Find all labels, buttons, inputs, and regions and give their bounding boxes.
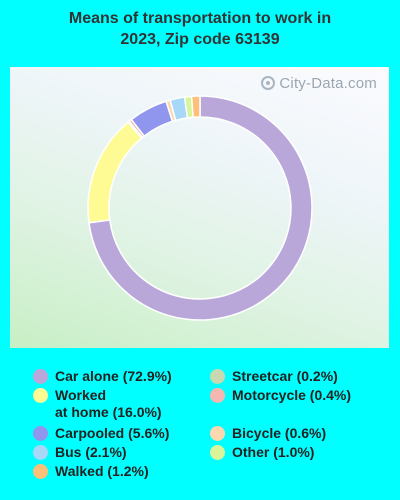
donut-slice-car-alone [88,95,313,321]
legend-label: Bicycle (0.6%) [232,425,326,442]
legend-label-line1: Bicycle (0.6%) [232,425,327,441]
legend-label-line1: Carpooled (5.6%) [55,425,170,441]
legend-label-line1: Streetcar (0.2%) [232,368,338,384]
legend-label: Bus (2.1%) [55,444,127,461]
legend-label: Walked (1.2%) [55,463,149,480]
legend-label-line1: Walked (1.2%) [55,463,149,479]
legend-swatch [210,369,225,384]
chart-title-line2: 2023, Zip code 63139 [120,31,280,48]
watermark-text: City-Data.com [279,75,377,92]
legend-label: Carpooled (5.6%) [55,425,169,442]
legend-label-line1: Bus (2.1%) [55,444,127,460]
watermark: City-Data.com [261,75,377,92]
magnifier-icon [261,76,276,90]
legend-swatch [210,426,225,441]
donut-slice-worked-at-home [87,121,143,224]
donut-slice-walked [190,95,201,119]
legend: Car alone (72.9%) Worked at home (16.0%) Ca… [0,362,400,492]
legend-swatch [210,445,225,460]
chart-title-line1: Means of transportation to work in [68,10,332,27]
chart-title: Means of transportation to work in 2023,… [0,8,400,50]
legend-swatch [33,426,48,441]
legend-label: Streetcar (0.2%) [232,368,338,385]
legend-swatch [33,445,48,460]
legend-label: Motorcycle (0.4%) [232,387,351,404]
legend-swatch [33,388,48,403]
legend-label: Car alone (72.9%) [55,368,172,385]
legend-label-line1: Motorcycle (0.4%) [232,387,352,403]
legend-label-line2: at home (16.0%) [55,404,162,420]
legend-label-line1: Worked [55,387,107,403]
legend-swatch [33,464,48,479]
legend-label: Other (1.0%) [232,444,314,461]
legend-swatch [210,388,225,403]
legend-label: Worked at home (16.0%) [55,387,162,421]
legend-swatch [33,369,48,384]
legend-label-line1: Other (1.0%) [232,444,315,460]
legend-label-line1: Car alone (72.9%) [55,368,172,384]
